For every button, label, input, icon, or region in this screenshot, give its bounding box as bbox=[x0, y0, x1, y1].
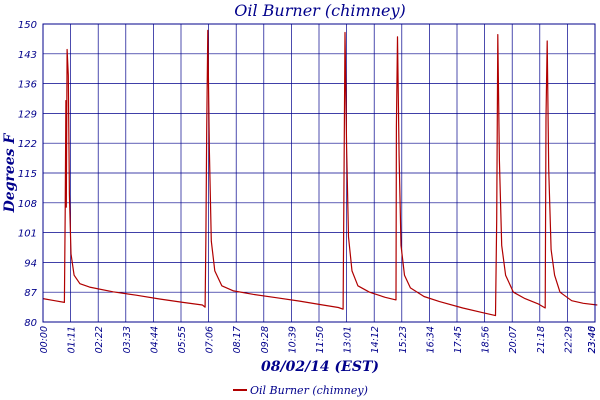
y-tick-label: 122 bbox=[18, 139, 37, 150]
chart-title: Oil Burner (chimney) bbox=[234, 1, 406, 20]
legend-label: Oil Burner (chimney) bbox=[250, 384, 368, 397]
y-tick-label: 136 bbox=[18, 80, 37, 91]
y-tick-label: 108 bbox=[18, 199, 37, 210]
plot-frame bbox=[42, 23, 596, 323]
x-tick-label: 18:56 bbox=[481, 326, 492, 353]
y-tick-label: 94 bbox=[24, 258, 37, 269]
y-tick-label: 150 bbox=[18, 20, 37, 31]
x-tick-label: 10:39 bbox=[287, 326, 298, 353]
x-tick-label: 13:01 bbox=[343, 326, 354, 353]
x-axis-label: 08/02/14 (EST) bbox=[261, 359, 379, 375]
x-tick-label: 01:11 bbox=[67, 326, 78, 353]
y-tick-label: 87 bbox=[24, 288, 37, 299]
x-tick-label: 07:06 bbox=[205, 326, 216, 353]
x-tick-label: 00:00 bbox=[39, 326, 50, 353]
x-tick-label: 16:34 bbox=[425, 326, 436, 353]
x-tick-label: 20:07 bbox=[508, 326, 519, 353]
y-tick-label: 143 bbox=[18, 50, 37, 61]
y-ticks: 80 87 94 101 108 115 122 129 136 143 150 bbox=[18, 20, 38, 329]
y-tick-label: 80 bbox=[24, 318, 37, 329]
x-tick-label: 02:22 bbox=[94, 326, 105, 353]
grid bbox=[43, 23, 595, 323]
x-tick-label: 08:17 bbox=[232, 326, 243, 353]
x-tick-label: 15:23 bbox=[398, 326, 409, 353]
x-ticks: 00:00 01:11 02:22 03:33 04:44 05:55 07:06 08:17… bbox=[39, 326, 598, 353]
x-tick-label: 23:46 bbox=[587, 326, 598, 353]
y-tick-label: 115 bbox=[18, 169, 37, 180]
y-axis-label: Degrees F bbox=[2, 133, 18, 214]
x-tick-label: 14:12 bbox=[370, 326, 381, 353]
x-tick-label: 22:29 bbox=[563, 326, 574, 353]
x-tick-label: 17:45 bbox=[453, 326, 464, 353]
x-tick-label: 04:44 bbox=[149, 326, 160, 353]
y-tick-label: 129 bbox=[18, 109, 37, 120]
series-layer bbox=[42, 29, 598, 317]
x-tick-label: 05:55 bbox=[177, 326, 188, 353]
x-tick-label: 11:50 bbox=[315, 326, 326, 353]
x-tick-label: 09:28 bbox=[260, 326, 271, 353]
y-tick-label: 101 bbox=[18, 229, 37, 240]
x-tick-label: 03:33 bbox=[122, 326, 133, 353]
x-tick-label: 21:18 bbox=[536, 326, 547, 353]
legend: Oil Burner (chimney) bbox=[233, 384, 368, 397]
x-tick-label: 23:40 bbox=[587, 326, 598, 353]
series-line-oil-burner-chimney bbox=[42, 29, 598, 317]
